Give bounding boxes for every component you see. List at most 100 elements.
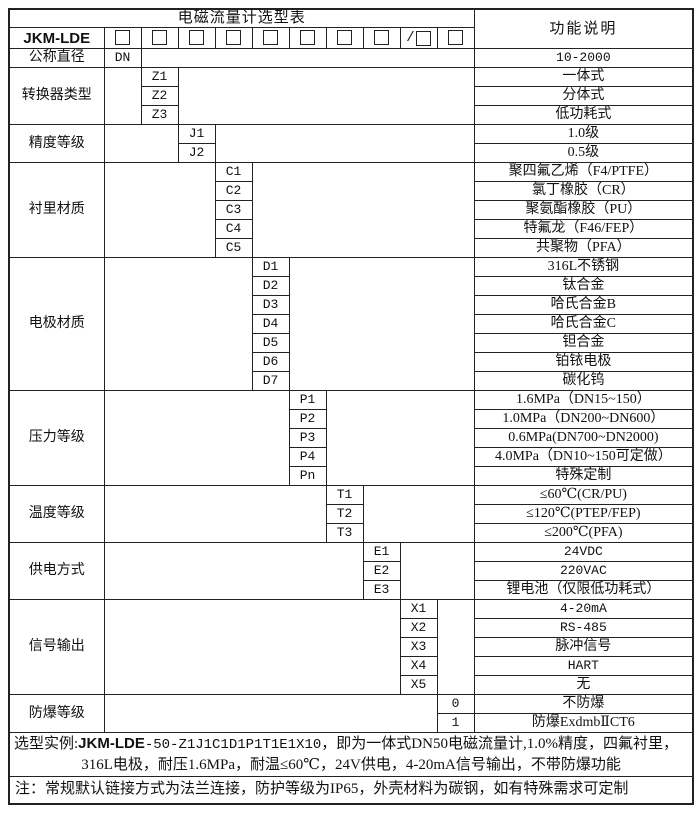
code-t1: T1 [325, 485, 364, 506]
code-z1: Z1 [140, 67, 179, 88]
model-prefix: JKM-LDE [8, 27, 105, 50]
desc-t3: ≤200℃(PFA) [473, 523, 694, 544]
desc-x4: HART [473, 656, 694, 677]
desc-x5: 无 [473, 675, 694, 696]
code-p3: P3 [288, 428, 327, 449]
spacer-cell [436, 599, 475, 696]
code-d7: D7 [251, 371, 290, 392]
spacer-cell [140, 48, 475, 69]
category-electrode-material: 电极材质 [8, 257, 105, 392]
desc-z3: 低功耗式 [473, 105, 694, 126]
code-c2: C2 [214, 181, 253, 202]
category-accuracy: 精度等级 [8, 124, 105, 164]
model-checkbox-cell-7 [325, 27, 364, 50]
category-converter-type: 转换器类型 [8, 67, 105, 126]
code-p4: P4 [288, 447, 327, 468]
desc-z1: 一体式 [473, 67, 694, 88]
code-dn: DN [103, 48, 142, 69]
checkbox-icon [415, 30, 431, 46]
code-e3: E3 [362, 580, 401, 601]
code-p2: P2 [288, 409, 327, 430]
desc-p1: 1.6MPa（DN15~150） [473, 390, 694, 411]
desc-e3: 锂电池（仅限低功耗式） [473, 580, 694, 601]
spacer-cell [103, 124, 179, 164]
code-t2: T2 [325, 504, 364, 525]
table-title: 电磁流量计选型表 [8, 8, 475, 29]
model-checkbox-cell-1 [103, 27, 142, 50]
code-x1: X1 [399, 599, 438, 620]
desc-e1: 24VDC [473, 542, 694, 563]
spacer-cell [103, 599, 401, 696]
code-c4: C4 [214, 219, 253, 240]
checkbox-icon [115, 30, 130, 46]
code-exp-0: 0 [436, 694, 475, 715]
code-e2: E2 [362, 561, 401, 582]
desc-c1: 聚四氟乙烯（F4/PTFE） [473, 162, 694, 183]
model-checkbox-cell-2 [140, 27, 179, 50]
code-d1: D1 [251, 257, 290, 278]
checkbox-icon [337, 30, 352, 46]
spacer-cell [103, 257, 253, 392]
category-nominal-diameter: 公称直径 [8, 48, 105, 69]
checkbox-icon [152, 30, 167, 46]
code-d4: D4 [251, 314, 290, 335]
category-explosion-proof: 防爆等级 [8, 694, 105, 734]
code-d2: D2 [251, 276, 290, 297]
spacer-cell [103, 390, 290, 487]
code-x5: X5 [399, 675, 438, 696]
desc-z2: 分体式 [473, 86, 694, 107]
desc-c2: 氯丁橡胶（CR） [473, 181, 694, 202]
model-checkbox-cell-4 [214, 27, 253, 50]
desc-d3: 哈氏合金B [473, 295, 694, 316]
default-config-note: 注：常规默认链接方式为法兰连接，防护等级为IP65，外壳材料为碳钢，如有特殊需求… [8, 776, 694, 805]
desc-t1: ≤60℃(CR/PU) [473, 485, 694, 506]
code-c1: C1 [214, 162, 253, 183]
code-j2: J2 [177, 143, 216, 164]
desc-p4: 4.0MPa（DN10~150可定做） [473, 447, 694, 468]
checkbox-icon [263, 30, 278, 46]
code-c3: C3 [214, 200, 253, 221]
code-pn: Pn [288, 466, 327, 487]
desc-j1: 1.0级 [473, 124, 694, 145]
model-checkbox-cell-3 [177, 27, 216, 50]
spacer-cell [399, 542, 475, 601]
selection-example-line1: 选型实例:JKM-LDE-50-Z1J1C1D1P1T1E1X10，即为一体式D… [14, 734, 688, 755]
desc-e2: 220VAC [473, 561, 694, 582]
example-line1-tail: ，即为一体式DN50电磁流量计,1.0%精度，四氟衬里， [321, 736, 678, 753]
spacer-cell [251, 162, 475, 259]
category-lining-material: 衬里材质 [8, 162, 105, 259]
desc-x1: 4-20mA [473, 599, 694, 620]
example-prefix: 选型实例: [14, 736, 79, 753]
spacer-cell [214, 124, 475, 164]
model-checkbox-cell-6 [288, 27, 327, 50]
checkbox-icon [448, 30, 464, 46]
example-code-rest: -50-Z1J1C1D1P1T1E1X10 [144, 737, 322, 754]
desc-c5: 共聚物（PFA） [473, 238, 694, 259]
code-t3: T3 [325, 523, 364, 544]
spacer-cell [288, 257, 475, 392]
category-pressure-rating: 压力等级 [8, 390, 105, 487]
desc-d4: 哈氏合金C [473, 314, 694, 335]
desc-p2: 1.0MPa（DN200~DN600） [473, 409, 694, 430]
desc-p3: 0.6MPa(DN700~DN2000) [473, 428, 694, 449]
model-checkbox-cell-5 [251, 27, 290, 50]
desc-d1: 316L不锈钢 [473, 257, 694, 278]
code-d5: D5 [251, 333, 290, 354]
code-x2: X2 [399, 618, 438, 639]
code-d3: D3 [251, 295, 290, 316]
code-exp-1: 1 [436, 713, 475, 734]
desc-c4: 特氟龙（F46/FEP） [473, 219, 694, 240]
code-x3: X3 [399, 637, 438, 658]
desc-dn: 10-2000 [473, 48, 694, 69]
selection-example-line2: 316L电极，耐压1.6MPa，耐温≤60℃，24V供电，4-20mA信号输出，… [81, 757, 621, 774]
desc-d5: 钽合金 [473, 333, 694, 354]
desc-exp-1: 防爆ExdmbⅡCT6 [473, 713, 694, 734]
desc-d7: 碳化钨 [473, 371, 694, 392]
slash-separator: / [406, 30, 415, 47]
checkbox-icon [300, 30, 315, 46]
desc-x3: 脉冲信号 [473, 637, 694, 658]
code-p1: P1 [288, 390, 327, 411]
code-d6: D6 [251, 352, 290, 373]
example-model-code: JKM-LDE [78, 735, 145, 753]
desc-d6: 铂铱电极 [473, 352, 694, 373]
